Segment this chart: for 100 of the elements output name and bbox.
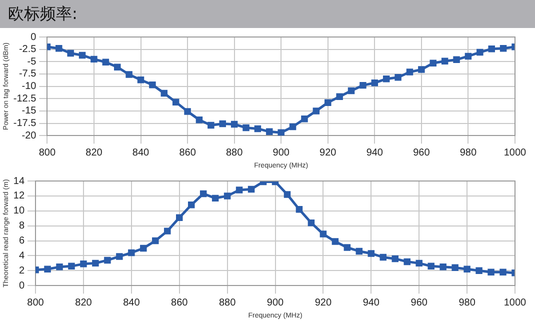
point — [476, 48, 484, 56]
y-tick-label: 0 — [30, 32, 37, 43]
point — [368, 250, 375, 257]
point — [406, 68, 414, 76]
point — [312, 108, 320, 114]
point — [344, 244, 351, 251]
x-tick-label: 980 — [458, 297, 476, 308]
point — [356, 248, 363, 255]
point — [196, 116, 203, 124]
y-tick-label: -10 — [22, 81, 37, 92]
point — [242, 124, 250, 132]
point — [78, 52, 86, 59]
point — [488, 268, 494, 276]
point — [404, 258, 410, 266]
point — [56, 264, 63, 270]
point — [248, 186, 255, 193]
point — [296, 206, 303, 213]
x-tick-label: 820 — [86, 147, 103, 158]
y-tick-label: 14 — [13, 176, 25, 187]
point — [308, 219, 315, 226]
point — [188, 202, 195, 208]
point — [320, 230, 327, 238]
x-tick-label: 900 — [266, 297, 284, 308]
point — [430, 60, 437, 66]
point — [416, 260, 422, 267]
point — [380, 254, 387, 261]
y-tick-label: -17.5 — [13, 118, 37, 130]
point — [184, 108, 191, 115]
point — [452, 264, 458, 272]
point — [453, 56, 460, 64]
point — [289, 123, 296, 130]
point — [92, 260, 99, 267]
point — [172, 98, 180, 106]
point — [224, 192, 231, 200]
x-tick-label: 960 — [410, 297, 428, 308]
x-tick-label: 860 — [171, 297, 188, 308]
y-tick-label: 12 — [13, 190, 25, 202]
point — [176, 214, 183, 221]
point — [212, 194, 219, 202]
y-tick-label: -2.5 — [18, 44, 37, 56]
x-tick-label: 880 — [218, 297, 236, 308]
point — [164, 228, 171, 234]
y-tick-label: -12.5 — [13, 93, 37, 104]
point — [80, 260, 87, 268]
point — [102, 58, 110, 66]
point — [371, 79, 378, 86]
x-tick-label: 1000 — [504, 297, 527, 308]
point — [230, 120, 238, 128]
point — [382, 76, 390, 82]
point — [104, 256, 111, 264]
y-tick-label: 10 — [13, 206, 25, 217]
y-tick-label: 4 — [18, 250, 25, 262]
x-tick-label: 940 — [366, 147, 384, 158]
point — [44, 266, 51, 273]
point — [200, 190, 207, 198]
point — [160, 90, 168, 97]
point — [114, 64, 121, 70]
point — [149, 81, 156, 88]
y-tick-label: 6 — [18, 236, 25, 247]
point — [236, 186, 243, 194]
point — [219, 120, 226, 128]
point — [90, 56, 98, 63]
point — [254, 125, 262, 132]
point — [56, 44, 62, 52]
y-tick-label: 2 — [18, 265, 25, 276]
x-tick-label: 820 — [75, 297, 92, 308]
x-tick-label: 920 — [320, 147, 337, 158]
point — [360, 82, 366, 89]
point — [278, 129, 284, 136]
point — [332, 238, 339, 245]
y-tick-label: 8 — [18, 220, 25, 232]
x-tick-label: 1000 — [504, 147, 527, 158]
point — [348, 87, 355, 94]
y-tick-label: -20 — [22, 130, 37, 142]
point — [440, 264, 446, 270]
point — [140, 244, 147, 252]
x-tick-label: 980 — [460, 147, 477, 158]
point — [67, 50, 74, 57]
point — [428, 262, 434, 270]
y-tick-label: -5 — [27, 56, 37, 68]
x-tick-label: 800 — [38, 147, 56, 158]
x-tick-label: 900 — [272, 147, 290, 158]
x-tick-label: 920 — [314, 297, 332, 308]
point — [441, 58, 448, 65]
y-tick-label: 0 — [18, 280, 25, 292]
x-tick-label: 880 — [226, 147, 244, 158]
x-tick-label: 840 — [123, 297, 140, 308]
point — [152, 237, 159, 244]
x-tick-label: 800 — [27, 297, 44, 308]
point — [418, 66, 425, 73]
y-tick-label: -15 — [22, 106, 37, 117]
x-tick-label: 940 — [362, 297, 380, 308]
point — [116, 253, 123, 260]
point — [500, 268, 506, 276]
point — [488, 45, 495, 52]
x-tick-label: 860 — [179, 147, 196, 158]
point — [128, 249, 135, 256]
point — [266, 128, 273, 136]
point — [336, 93, 343, 100]
point — [68, 262, 75, 270]
